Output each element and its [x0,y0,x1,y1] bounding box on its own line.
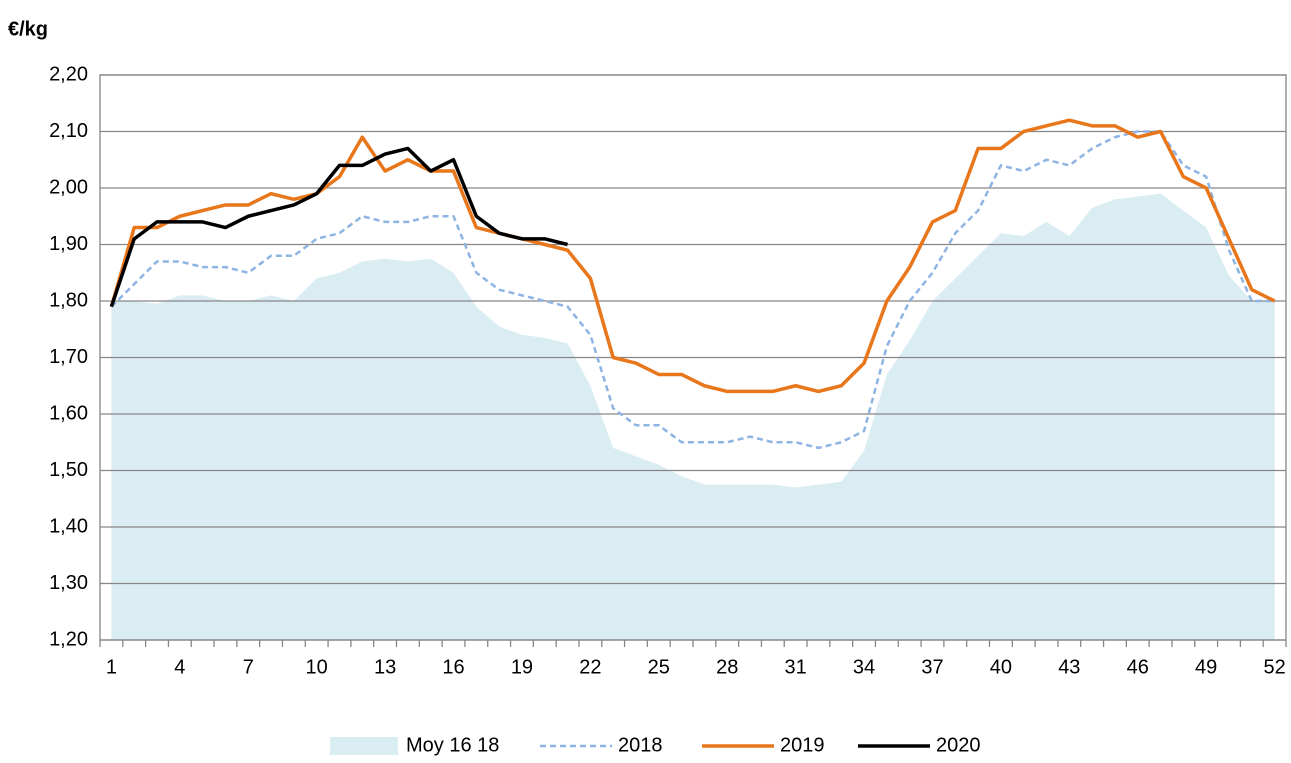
legend-label: 2020 [936,734,981,756]
line [109,118,1276,394]
y-tick-label: 1,70 [49,346,88,368]
area [111,193,1275,640]
y-tick-label: 1,60 [49,402,88,424]
y-tick-label: 2,10 [49,120,88,142]
x-tick-label: 52 [1263,656,1285,678]
x-tick-label: 37 [921,656,943,678]
x-tick-label: 40 [990,656,1012,678]
x-tick-label: 7 [243,656,254,678]
x-tick-label: 1 [106,656,117,678]
legend-swatch [330,737,398,755]
x-tick-label: 25 [648,656,670,678]
y-tick-label: 1,80 [49,289,88,311]
line [109,146,568,308]
x-tick-label: 49 [1195,656,1217,678]
legend-label: Moy 16 18 [406,734,499,756]
x-tick-label: 46 [1127,656,1149,678]
line [110,130,1275,450]
x-tick-label: 4 [174,656,185,678]
x-tick-label: 34 [853,656,875,678]
y-tick-label: 1,90 [49,233,88,255]
x-tick-label: 13 [374,656,396,678]
y-tick-label: 1,30 [49,572,88,594]
x-tick-label: 22 [579,656,601,678]
x-tick-label: 31 [785,656,807,678]
y-tick-label: 1,50 [49,459,88,481]
x-tick-label: 16 [442,656,464,678]
y-tick-label: 2,00 [49,176,88,198]
y-tick-label: 2,20 [49,63,88,85]
y-tick-label: 1,20 [49,628,88,650]
legend-label: 2019 [780,734,825,756]
x-tick-label: 19 [511,656,533,678]
x-tick-label: 43 [1058,656,1080,678]
x-tick-label: 28 [716,656,738,678]
y-tick-label: 1,40 [49,515,88,537]
legend-label: 2018 [618,734,663,756]
y-axis-label: €/kg [8,18,48,40]
x-tick-label: 10 [306,656,328,678]
